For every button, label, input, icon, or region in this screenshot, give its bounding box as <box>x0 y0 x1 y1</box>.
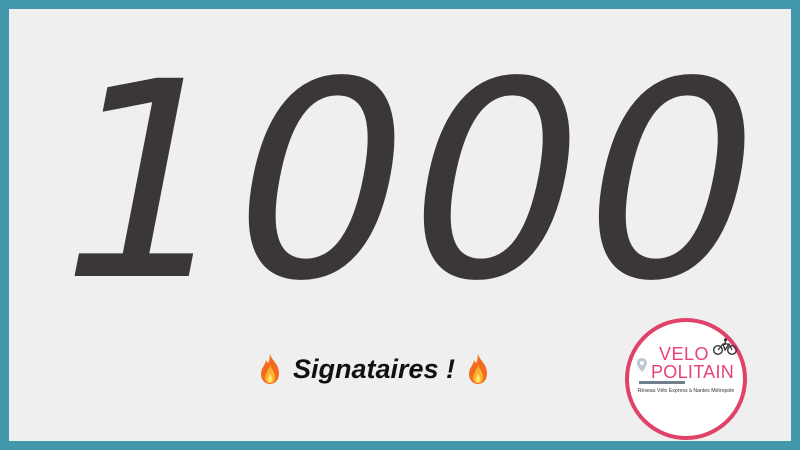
logo-tagline: Réseau Vélo Express à Nantes Métropole <box>637 388 735 394</box>
logo-wordmark-line1: VELO <box>659 344 710 364</box>
fire-icon <box>469 354 488 384</box>
signature-count: 1000 <box>28 25 790 341</box>
map-pin-icon <box>637 358 647 372</box>
fire-icon <box>261 354 279 384</box>
logo-divider <box>639 381 685 384</box>
caption: Signataires ! <box>257 349 491 389</box>
caption-text: Signataires ! <box>293 353 456 384</box>
bicycle-icon <box>713 338 737 355</box>
velopolitain-logo: VELO POLITAIN Réseau Vélo Express à Nant… <box>625 318 747 440</box>
logo-wordmark-line2: POLITAIN <box>651 362 735 382</box>
